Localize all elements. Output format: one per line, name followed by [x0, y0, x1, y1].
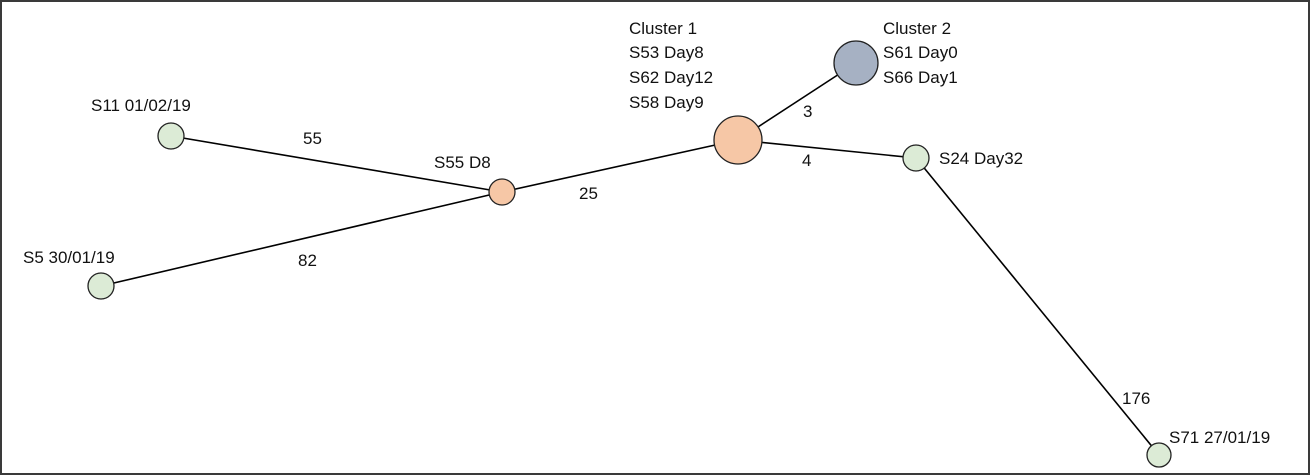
cluster2-member-s61: S61 Day0 — [883, 43, 958, 62]
node-s55 — [488, 178, 516, 206]
node-s11 — [157, 122, 185, 150]
edge-s24-s71 — [915, 157, 1160, 456]
node-s71 — [1146, 442, 1172, 468]
edge-label-cluster1-s24: 4 — [802, 151, 811, 170]
cluster2-member-s66: S66 Day1 — [883, 68, 958, 87]
node-s5 — [87, 272, 115, 300]
label-s5: S5 30/01/19 — [23, 248, 115, 267]
cluster1-member-s62: S62 Day12 — [629, 68, 713, 87]
edge-label-s5-s55: 82 — [298, 251, 317, 270]
cluster1-member-s53: S53 Day8 — [629, 43, 704, 62]
label-s55: S55 D8 — [434, 153, 491, 172]
edge-label-s24-s71: 176 — [1122, 389, 1150, 408]
edge-label-s55-cluster1: 25 — [579, 184, 598, 203]
label-s11: S11 01/02/19 — [91, 96, 191, 115]
edge-s55-cluster1 — [501, 139, 739, 193]
node-cluster1 — [713, 115, 763, 165]
cluster1-title: Cluster 1 — [629, 19, 697, 38]
edge-label-s11-s55: 55 — [303, 129, 322, 148]
label-s71: S71 27/01/19 — [1169, 428, 1270, 447]
edge-s5-s55 — [100, 191, 503, 287]
label-s24: S24 Day32 — [939, 149, 1023, 168]
node-s24 — [902, 144, 930, 172]
edge-cluster1-s24 — [737, 139, 917, 159]
edge-s11-s55 — [170, 135, 503, 193]
cluster2-title: Cluster 2 — [883, 19, 951, 38]
cluster1-member-s58: S58 Day9 — [629, 93, 704, 112]
edge-label-cluster1-cluster2: 3 — [803, 102, 812, 121]
node-cluster2 — [833, 40, 879, 86]
